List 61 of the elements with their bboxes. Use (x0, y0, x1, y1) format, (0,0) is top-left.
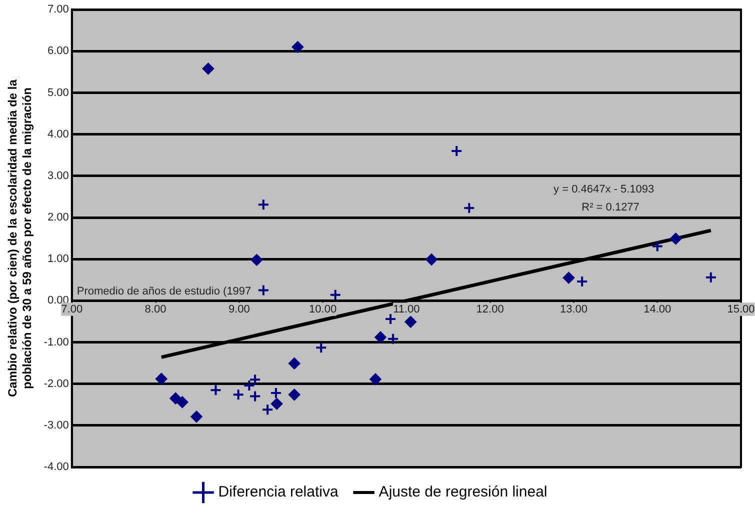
point (704, 271, 717, 284)
point (374, 331, 387, 344)
point (270, 386, 282, 399)
y-tick-label: 1.00 (47, 253, 69, 266)
point (155, 372, 168, 385)
point (190, 410, 202, 423)
point (384, 312, 397, 325)
point (576, 276, 588, 288)
point (369, 373, 382, 386)
x-tick-label: 9.00 (228, 303, 250, 316)
x-tick-label: 15.00 (727, 303, 755, 316)
point (292, 41, 304, 54)
y-tick-label: 3.00 (47, 170, 69, 182)
point (270, 398, 283, 410)
point (176, 396, 188, 408)
point (315, 342, 328, 354)
point (210, 384, 222, 396)
x-tick-label: 7.00 (61, 303, 83, 316)
y-tick-label: 5.00 (47, 86, 69, 99)
y-tick-label: -1.00 (44, 336, 69, 348)
x-tick-label: 13.00 (560, 303, 588, 316)
y-tick-label: -2.00 (44, 378, 69, 390)
y-tick-label: -4.00 (44, 461, 69, 474)
point (288, 357, 300, 370)
x-axis-title: Promedio de años de estudio (1997 (76, 286, 252, 298)
point (249, 374, 262, 386)
y-tick-label: -3.00 (44, 419, 69, 432)
legend-label: Diferencia relativa (218, 484, 339, 501)
point (250, 254, 263, 266)
y-tick-label: 4.00 (47, 128, 69, 140)
point (170, 392, 182, 404)
point (651, 240, 664, 252)
y-tick-label: 6.00 (47, 45, 69, 58)
y-tick-label: 2.00 (47, 212, 69, 224)
annotation: R² = 0.1277 (582, 202, 640, 214)
x-tick-label: 8.00 (144, 303, 166, 316)
x-tick-label: 11.00 (393, 303, 420, 316)
point (463, 202, 476, 214)
point (450, 144, 463, 157)
x-tick-label: 14.00 (644, 303, 672, 316)
annotation: y = 0.4647x - 5.1093 (554, 184, 654, 196)
text: población de 30 a 59 años por efecto de la migración (20, 88, 34, 390)
point (202, 62, 214, 75)
point (387, 332, 400, 345)
y-tick-label: 7.00 (47, 4, 69, 16)
point (404, 316, 417, 328)
point (670, 232, 682, 245)
point (562, 272, 575, 284)
point (232, 388, 244, 401)
point (257, 198, 270, 211)
point (243, 380, 256, 392)
point (249, 390, 262, 402)
x-tick-label: 10.00 (309, 303, 337, 316)
legend-label: Ajuste de regresión lineal (378, 484, 548, 501)
point (329, 288, 342, 301)
x-tick-label: 12.00 (476, 303, 504, 316)
point (288, 388, 300, 401)
point (257, 284, 270, 296)
text: Cambio relativo (por cien) de la escolaridad media de la (6, 80, 20, 398)
point (262, 404, 274, 416)
point (426, 254, 438, 266)
